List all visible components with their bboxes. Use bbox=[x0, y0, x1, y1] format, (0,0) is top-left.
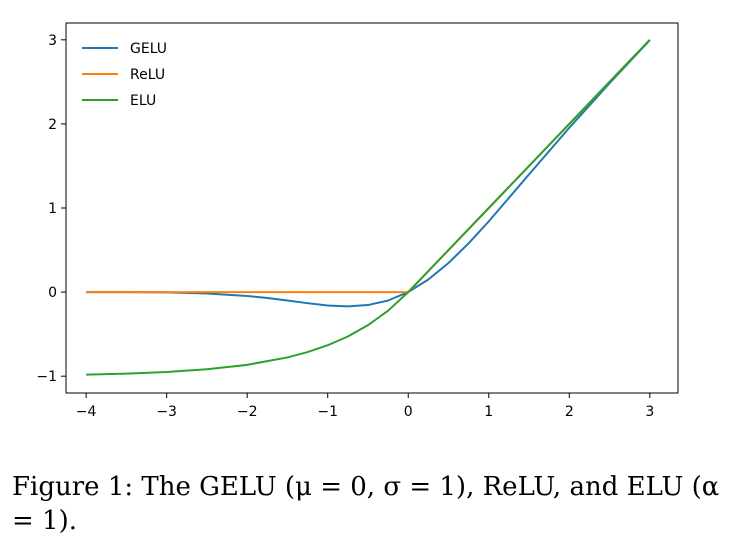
x-tick-label: −4 bbox=[76, 404, 97, 420]
plot-area bbox=[66, 23, 678, 393]
legend-label-relu: ReLU bbox=[130, 67, 165, 83]
series-layer bbox=[86, 39, 651, 376]
gelu-relu-elu-chart: −4 −3 −2 −1 0 1 2 3 −1 0 1 2 3 GELU ReLU ELU bbox=[36, 22, 679, 420]
y-tick-label: 2 bbox=[48, 117, 57, 133]
legend-label-elu: ELU bbox=[130, 93, 156, 109]
axes-layer: −4 −3 −2 −1 0 1 2 3 −1 0 1 2 3 bbox=[36, 22, 679, 420]
y-tick-label: 0 bbox=[48, 285, 57, 301]
series-line-elu bbox=[86, 39, 651, 376]
x-tick-label: −2 bbox=[237, 404, 258, 420]
y-tick-label: 1 bbox=[48, 201, 57, 217]
x-tick-label: 3 bbox=[645, 404, 654, 420]
figure-caption: Figure 1: The GELU (μ = 0, σ = 1), ReLU,… bbox=[12, 472, 720, 536]
plot-background bbox=[66, 23, 678, 393]
series-line-gelu bbox=[86, 39, 651, 308]
x-tick-label: 1 bbox=[484, 404, 493, 420]
x-tick-label: −3 bbox=[156, 404, 177, 420]
y-tick-label: −1 bbox=[36, 369, 57, 385]
x-tick-label: −1 bbox=[317, 404, 338, 420]
legend: GELU ReLU ELU bbox=[82, 41, 167, 109]
y-tick-label: 3 bbox=[48, 33, 57, 49]
x-tick-label: 2 bbox=[565, 404, 574, 420]
x-tick-label: 0 bbox=[404, 404, 413, 420]
legend-label-gelu: GELU bbox=[130, 41, 167, 57]
